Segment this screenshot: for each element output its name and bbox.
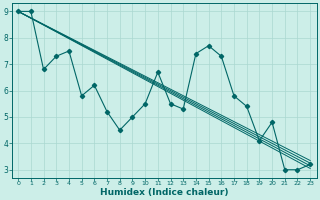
X-axis label: Humidex (Indice chaleur): Humidex (Indice chaleur) bbox=[100, 188, 228, 197]
